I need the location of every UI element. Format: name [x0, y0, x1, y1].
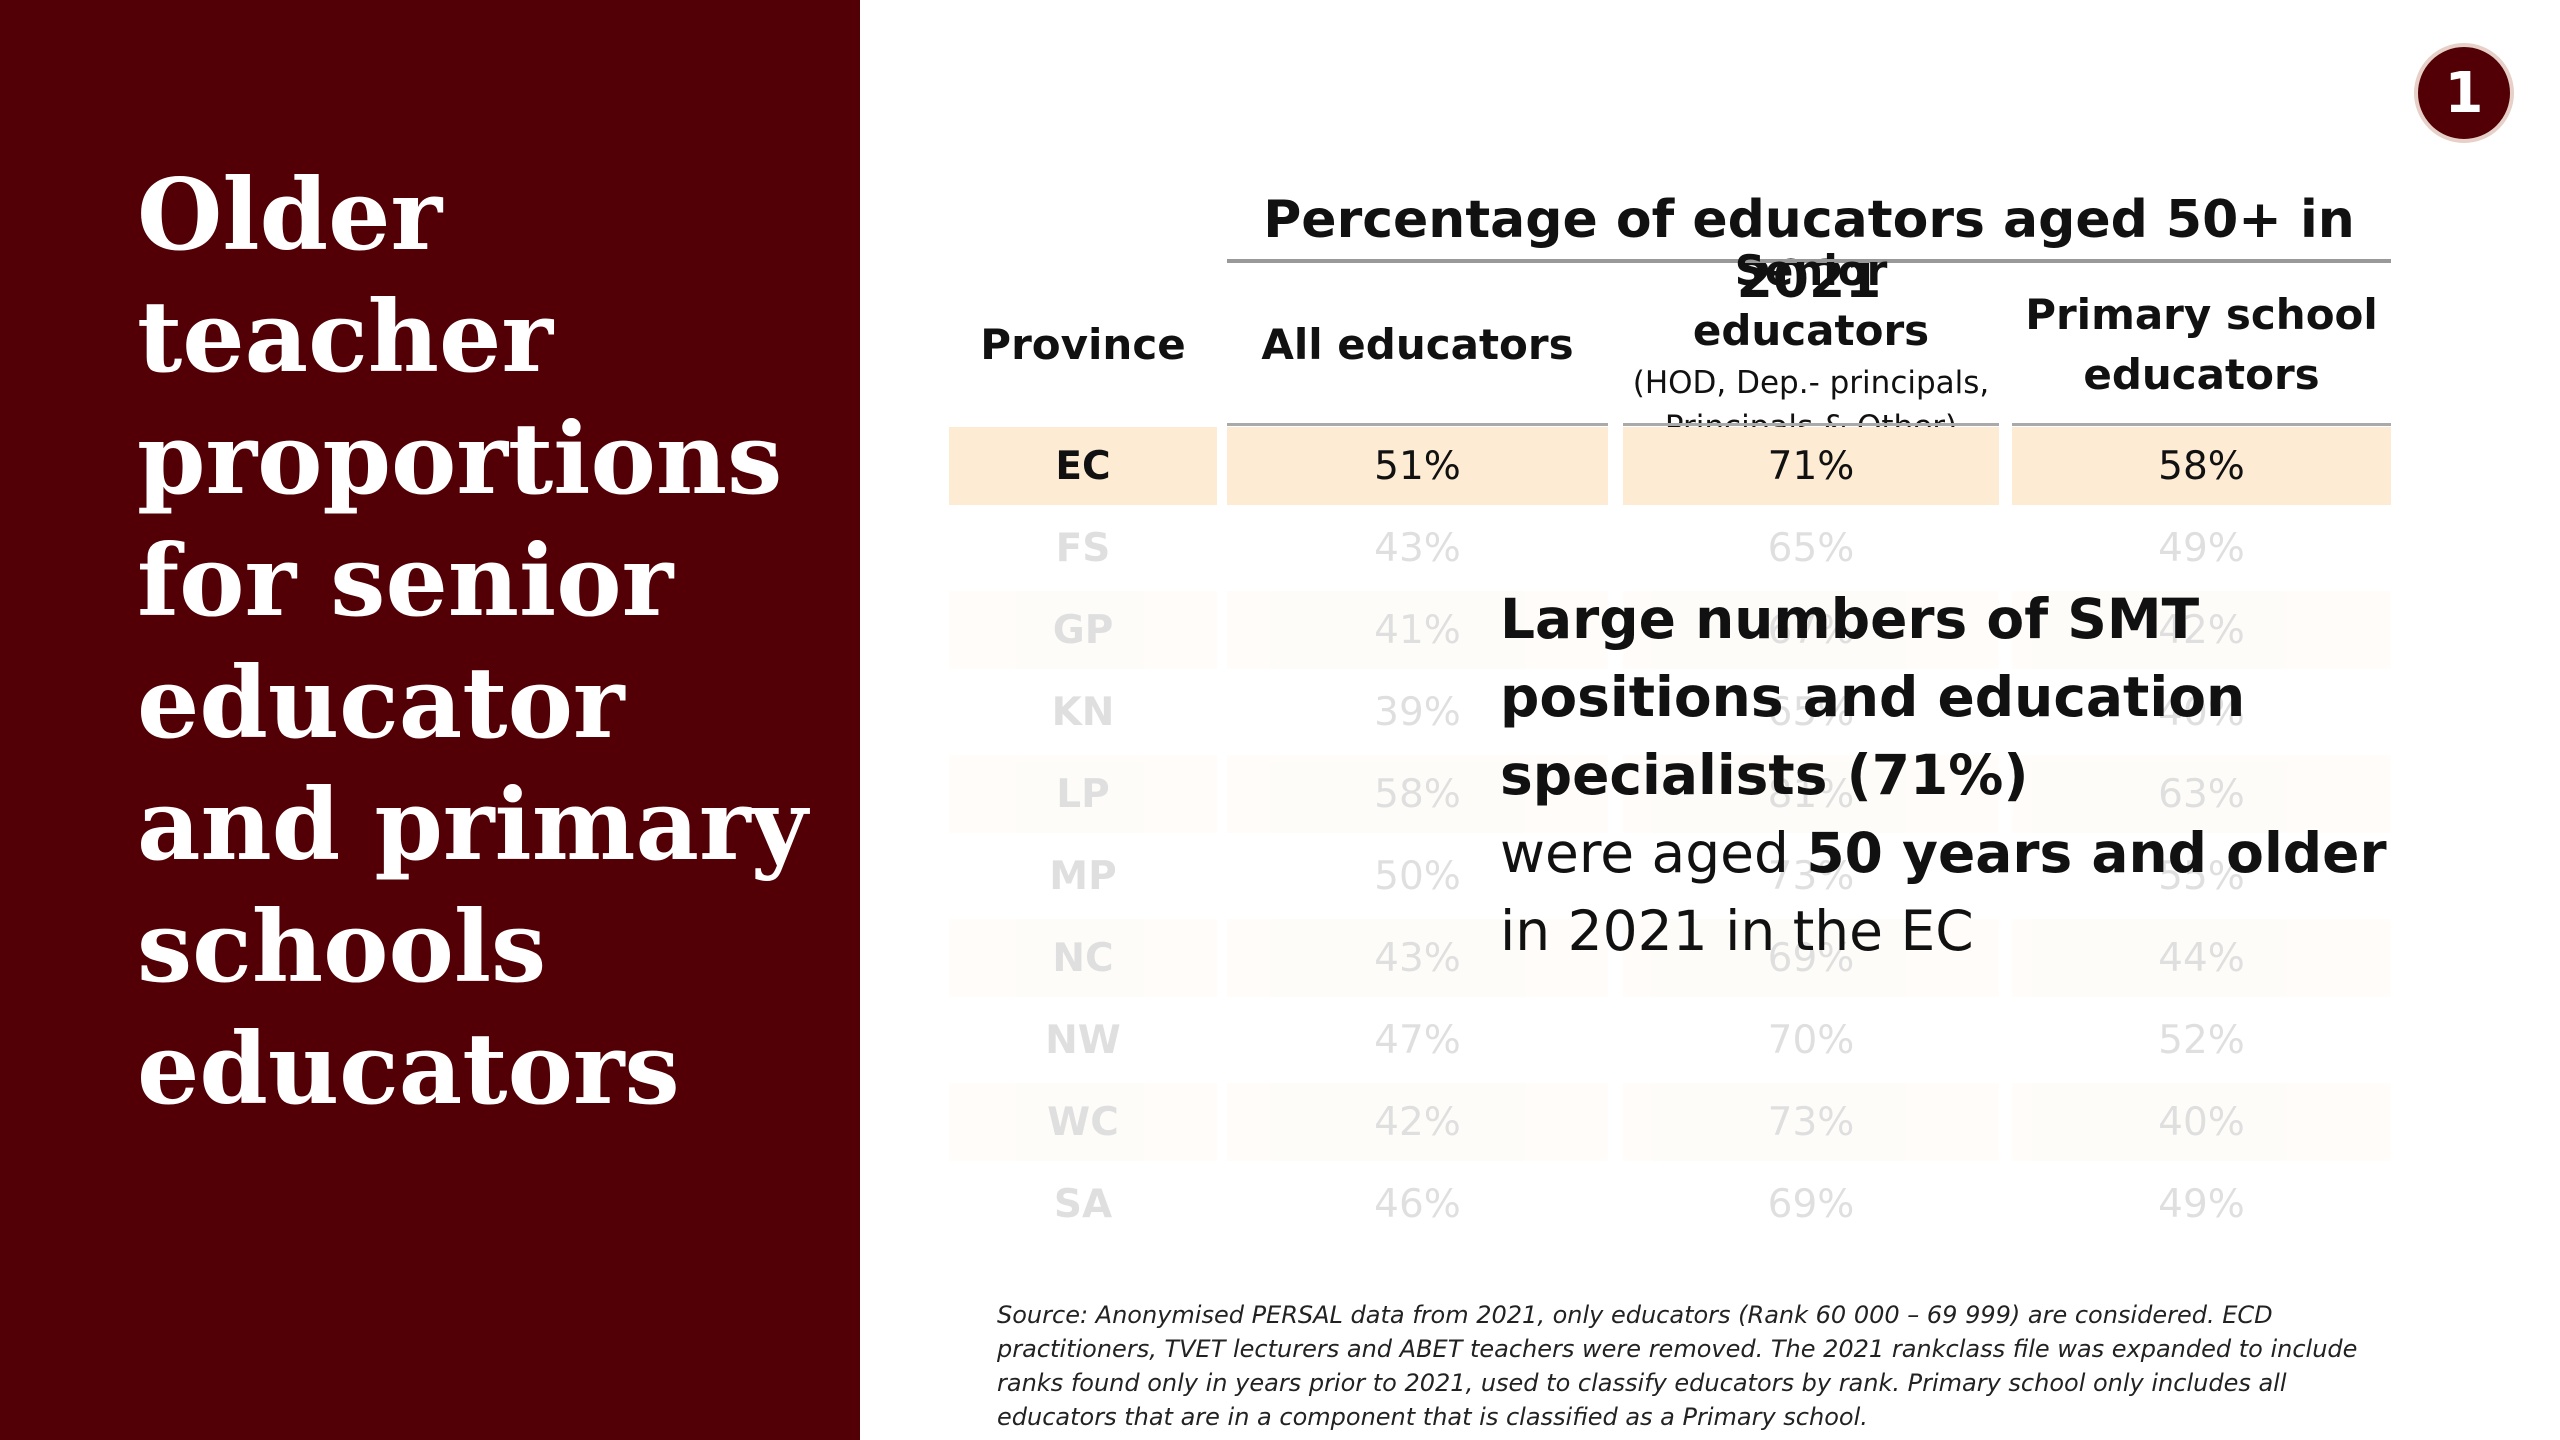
- value-cell: 49%: [2158, 525, 2245, 571]
- value-cell: 40%: [2158, 689, 2245, 735]
- callout-text: were aged: [1500, 821, 1807, 885]
- value-cell: 58%: [2012, 427, 2391, 505]
- value-cell: 55%: [2158, 853, 2245, 899]
- header-cell: Primary school educators: [2012, 268, 2391, 422]
- header-text: All educators: [1261, 320, 1574, 369]
- value-cell: 47%: [1374, 1017, 1461, 1063]
- page-badge: 1: [2414, 43, 2514, 143]
- value-cell: 42%: [2012, 591, 2391, 669]
- value-cell: 65%: [1767, 525, 1855, 571]
- header-text: Primary school educators: [2025, 290, 2378, 399]
- value-cell: 63%: [2012, 755, 2391, 833]
- province-cell: EC: [949, 427, 1217, 505]
- value-cell: 73%: [1767, 853, 1855, 899]
- slide-title: Older teacher proportions for senior edu…: [137, 158, 808, 1127]
- header-cell: All educators: [1227, 268, 1608, 422]
- value-cell: 43%: [1374, 525, 1461, 571]
- value-cell: 58%: [1227, 755, 1608, 833]
- value-cell: 41%: [1227, 591, 1608, 669]
- value-cell: 69%: [1623, 919, 1999, 997]
- value-cell: 70%: [1767, 1017, 1855, 1063]
- header-cell: Province: [949, 268, 1217, 422]
- province-cell: LP: [949, 755, 1217, 833]
- value-cell: 65%: [1767, 689, 1855, 735]
- header-cell: Senior educators (HOD, Dep.- principals, …: [1623, 246, 1999, 445]
- callout-text: in 2021 in the EC: [1500, 899, 1974, 963]
- callout-bold: Large numbers of SMT positions and educa…: [1500, 587, 2246, 807]
- value-cell: 73%: [1623, 1083, 1999, 1161]
- sidebar: Older teacher proportions for senior edu…: [0, 0, 860, 1440]
- province-cell: GP: [949, 591, 1217, 669]
- value-cell: 39%: [1374, 689, 1461, 735]
- value-cell: 44%: [2012, 919, 2391, 997]
- value-cell: 42%: [1227, 1083, 1608, 1161]
- header-text: Senior educators: [1692, 246, 1930, 355]
- source-note: Source: Anonymised PERSAL data from 2021…: [997, 1301, 2358, 1431]
- province-cell: WC: [949, 1083, 1217, 1161]
- value-cell: 69%: [1767, 1181, 1855, 1227]
- value-cell: 49%: [2158, 1181, 2245, 1227]
- title-underline: [1227, 259, 2391, 263]
- value-cell: 46%: [1374, 1181, 1461, 1227]
- value-cell: 50%: [1374, 853, 1461, 899]
- value-cell: 40%: [2012, 1083, 2391, 1161]
- header-text: Province: [980, 320, 1186, 369]
- province-cell: SA: [1053, 1181, 1113, 1227]
- province-cell: NW: [1045, 1017, 1121, 1063]
- header-rule: [1227, 423, 1608, 426]
- province-cell: MP: [1049, 853, 1117, 899]
- value-cell: 52%: [2158, 1017, 2245, 1063]
- value-cell: 67%: [1623, 591, 1999, 669]
- province-cell: NC: [949, 919, 1217, 997]
- callout-bold: 50 years and older: [1806, 821, 2387, 885]
- province-cell: KN: [1051, 689, 1115, 735]
- value-cell: 81%: [1623, 755, 1999, 833]
- value-cell: 71%: [1623, 427, 1999, 505]
- header-rule: [1623, 423, 1999, 426]
- value-cell: 43%: [1227, 919, 1608, 997]
- callout: Large numbers of SMT positions and educa…: [1500, 580, 2400, 970]
- province-cell: FS: [1055, 525, 1111, 571]
- header-rule: [2012, 423, 2391, 426]
- value-cell: 51%: [1227, 427, 1608, 505]
